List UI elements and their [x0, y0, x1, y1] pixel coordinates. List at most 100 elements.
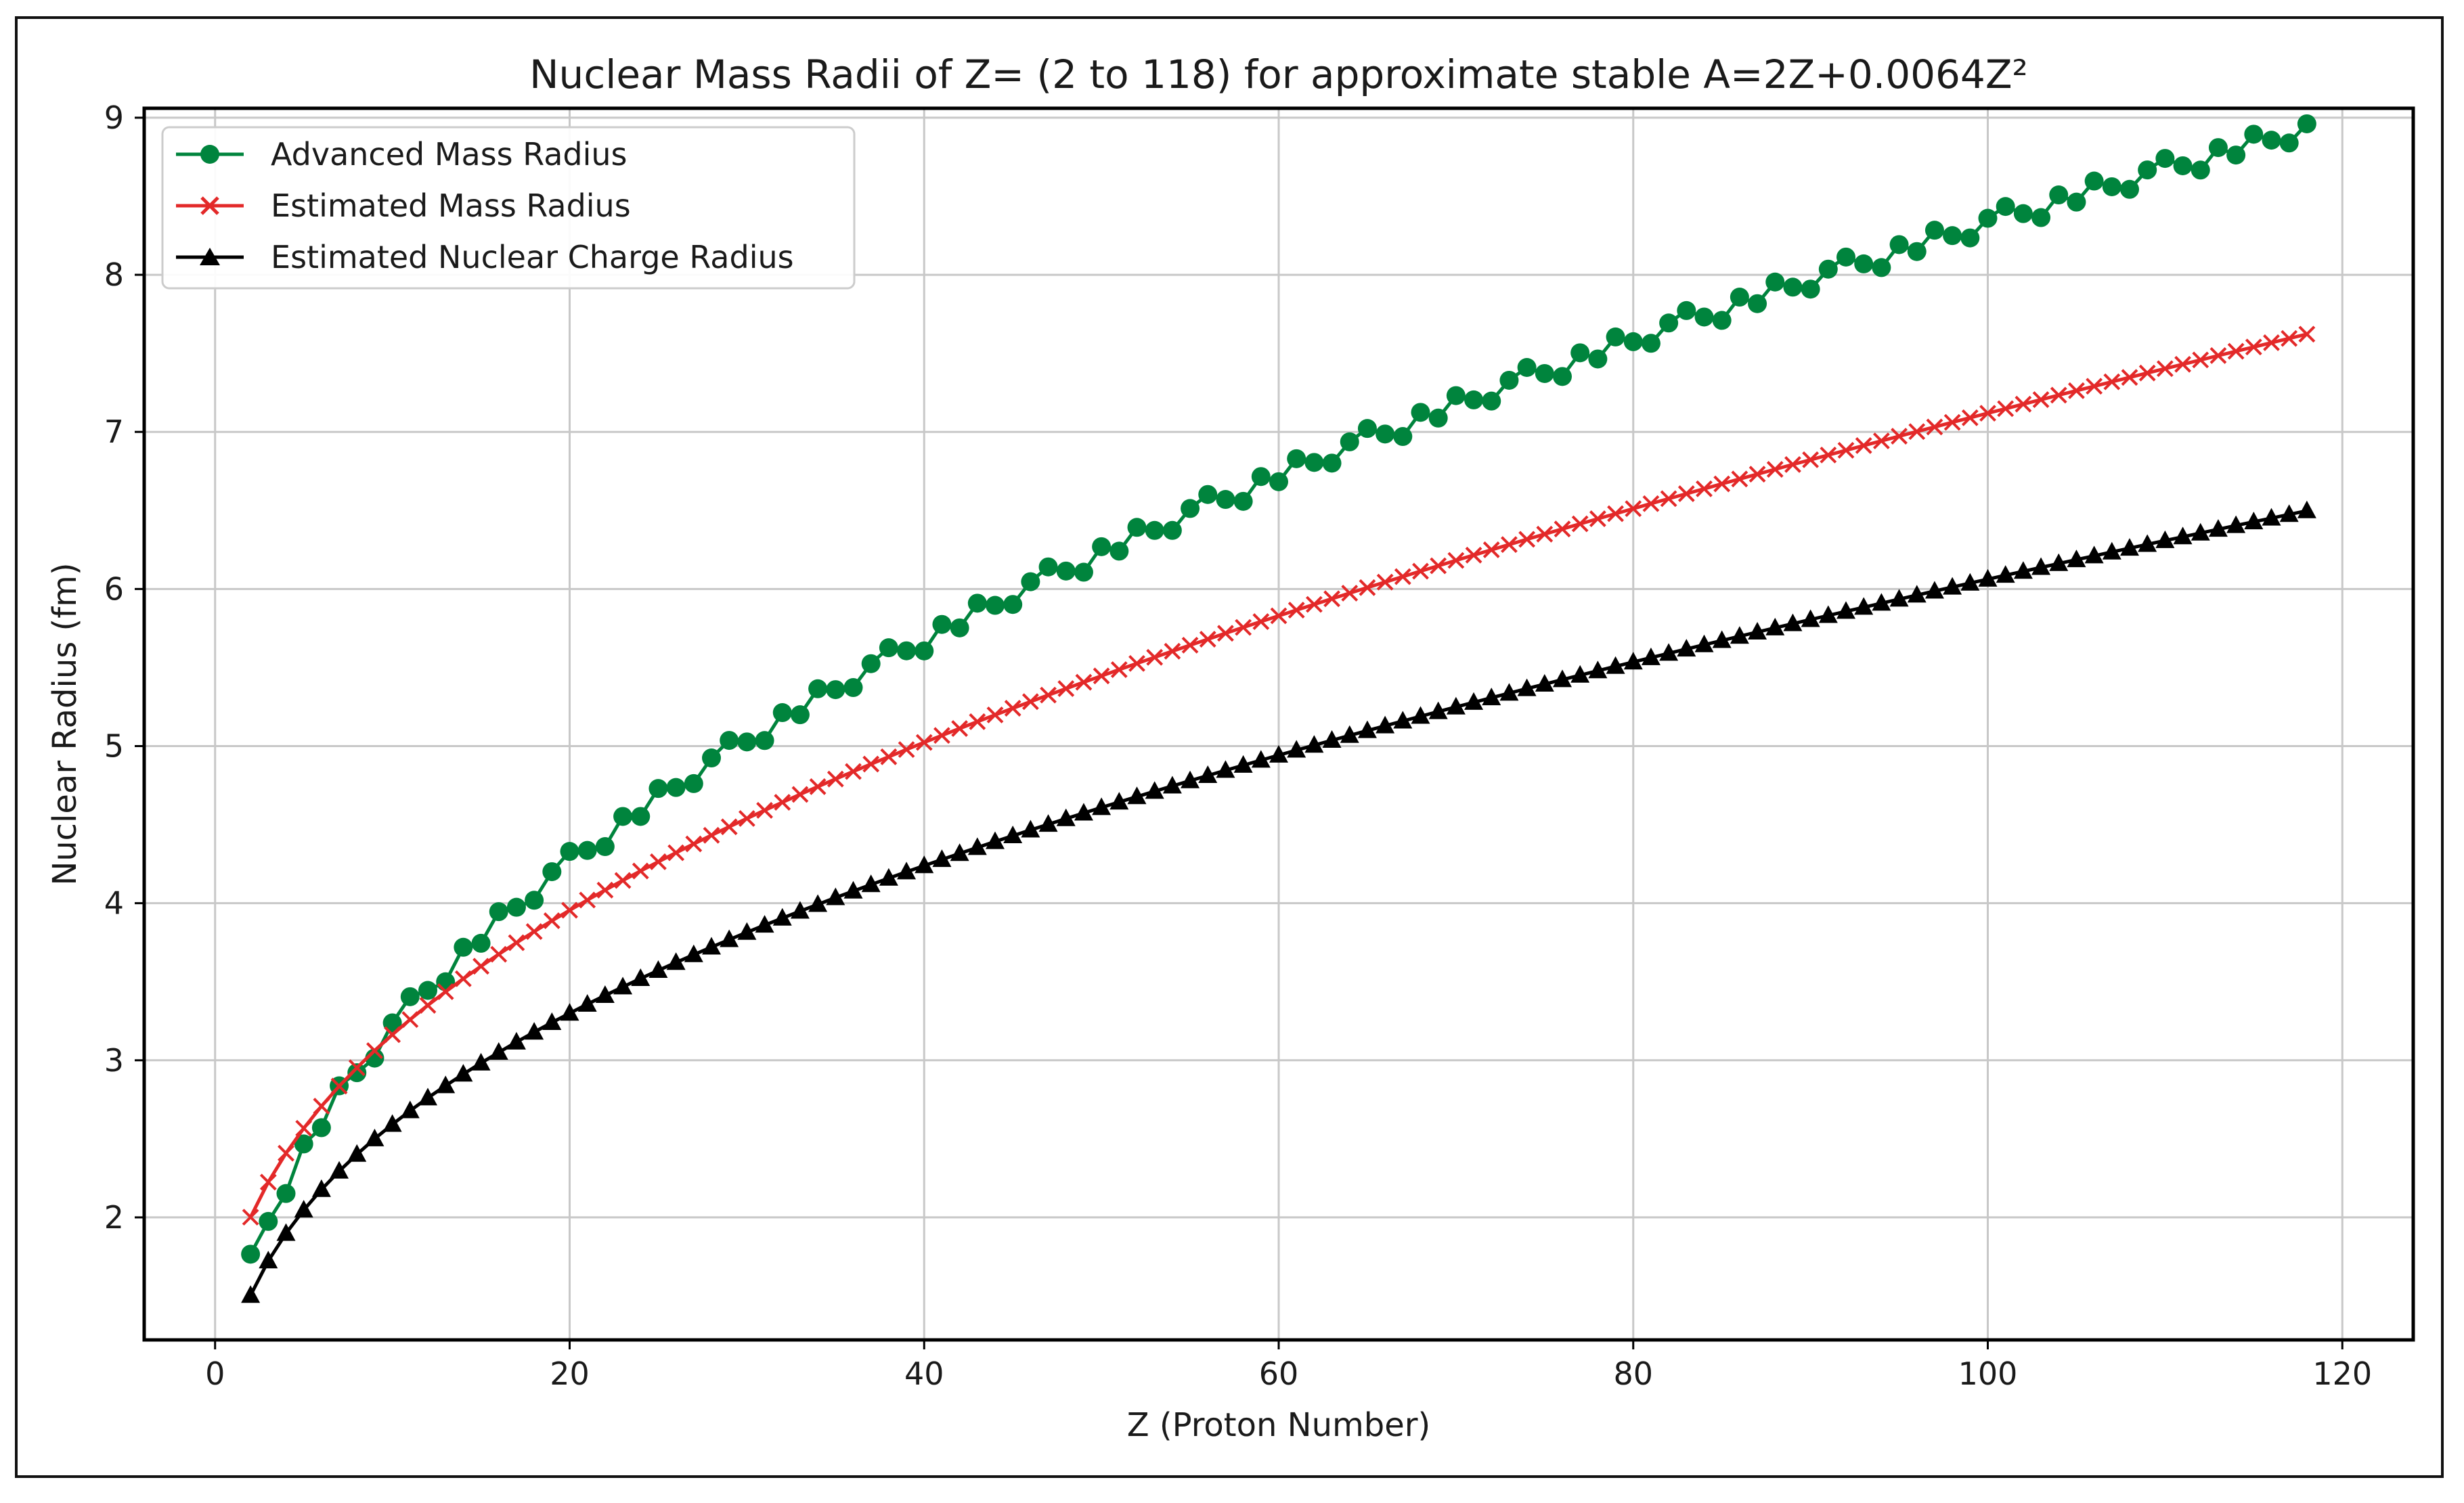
legend-marker-advanced-mass-radius	[200, 145, 219, 164]
data-point	[1038, 814, 1058, 832]
data-point	[1233, 491, 1253, 511]
data-point	[1251, 750, 1271, 768]
data-point	[311, 1179, 331, 1197]
data-point	[561, 901, 578, 919]
data-point	[2263, 334, 2280, 351]
data-point	[276, 1223, 296, 1241]
data-point	[898, 741, 915, 759]
data-point	[702, 748, 721, 768]
data-point	[313, 1098, 330, 1115]
data-point	[1641, 647, 1660, 665]
data-point	[2226, 145, 2246, 165]
data-point	[2155, 149, 2175, 169]
data-point	[1623, 332, 1643, 351]
data-point	[2015, 395, 2032, 413]
data-point	[2281, 330, 2298, 347]
data-point	[2138, 160, 2157, 180]
data-point	[1162, 520, 1182, 540]
data-point	[862, 755, 880, 773]
data-point	[490, 945, 508, 963]
data-point	[1854, 254, 1874, 273]
data-point	[1712, 630, 1732, 648]
data-point	[1376, 424, 1395, 444]
data-point	[845, 763, 862, 780]
data-point	[595, 837, 615, 857]
data-point	[1889, 589, 1909, 607]
data-point	[525, 923, 543, 940]
x-axis-label: Z (Proton Number)	[1127, 1406, 1430, 1444]
data-point	[1891, 428, 1908, 445]
data-point	[667, 844, 685, 861]
data-point	[1837, 441, 1855, 459]
data-point	[843, 678, 863, 698]
data-point	[382, 1114, 402, 1132]
data-point	[738, 810, 755, 827]
data-point	[666, 778, 686, 797]
data-point	[613, 807, 633, 826]
data-point	[2208, 138, 2228, 158]
data-point	[1304, 453, 1324, 472]
data-point	[774, 794, 791, 811]
data-point	[1446, 696, 1466, 715]
data-point	[967, 593, 987, 613]
data-point	[418, 981, 437, 1000]
data-point	[384, 1026, 401, 1044]
data-point	[1198, 765, 1218, 784]
data-point	[294, 1200, 313, 1218]
data-point	[2138, 534, 2157, 552]
data-point	[2084, 545, 2104, 564]
data-point	[2155, 530, 2175, 548]
data-point	[595, 985, 615, 1003]
data-point	[525, 891, 544, 910]
data-point	[1836, 601, 1855, 619]
x-tick-label: 120	[2312, 1355, 2372, 1392]
data-point	[1359, 579, 1376, 596]
data-point	[2279, 504, 2299, 522]
data-point	[826, 680, 845, 700]
series-group	[241, 114, 2316, 1303]
data-point	[1536, 525, 1554, 543]
data-point	[1340, 725, 1359, 743]
data-point	[1554, 520, 1571, 538]
data-point	[1907, 585, 1927, 603]
x-tick-label: 0	[205, 1355, 225, 1392]
data-point	[577, 993, 597, 1012]
data-point	[2103, 373, 2121, 390]
data-point	[1889, 235, 1909, 254]
data-point	[1730, 288, 1749, 307]
data-point	[2086, 378, 2103, 395]
data-point	[808, 894, 828, 912]
data-point	[1252, 613, 1270, 630]
data-point	[2297, 500, 2316, 518]
data-point	[1553, 669, 1572, 688]
data-point	[1660, 490, 1677, 508]
data-point	[2032, 391, 2050, 408]
data-point	[2068, 382, 2085, 399]
data-point	[506, 1031, 526, 1050]
data-point	[1783, 613, 1803, 631]
data-point	[330, 1077, 348, 1095]
data-point	[1518, 531, 1536, 548]
data-point	[1943, 577, 1962, 595]
data-point	[684, 944, 703, 962]
data-point	[1571, 515, 1589, 533]
y-axis-label: Nuclear Radius (fm)	[46, 562, 84, 885]
data-point	[2121, 369, 2138, 386]
data-point	[1748, 294, 1767, 313]
data-point	[1003, 826, 1023, 844]
data-point	[542, 1012, 562, 1031]
data-point	[1110, 661, 1128, 678]
data-point	[2227, 342, 2245, 360]
data-point	[1269, 744, 1288, 763]
data-point	[1924, 581, 1944, 599]
data-point	[1694, 307, 1714, 327]
data-point	[1216, 490, 1235, 510]
data-point	[1181, 770, 1200, 788]
data-point	[560, 1003, 579, 1021]
data-point	[967, 837, 987, 855]
data-point	[2031, 557, 2051, 575]
data-point	[666, 952, 686, 970]
data-point	[1270, 607, 1288, 625]
data-point	[1181, 636, 1199, 654]
data-point	[1924, 221, 1944, 240]
